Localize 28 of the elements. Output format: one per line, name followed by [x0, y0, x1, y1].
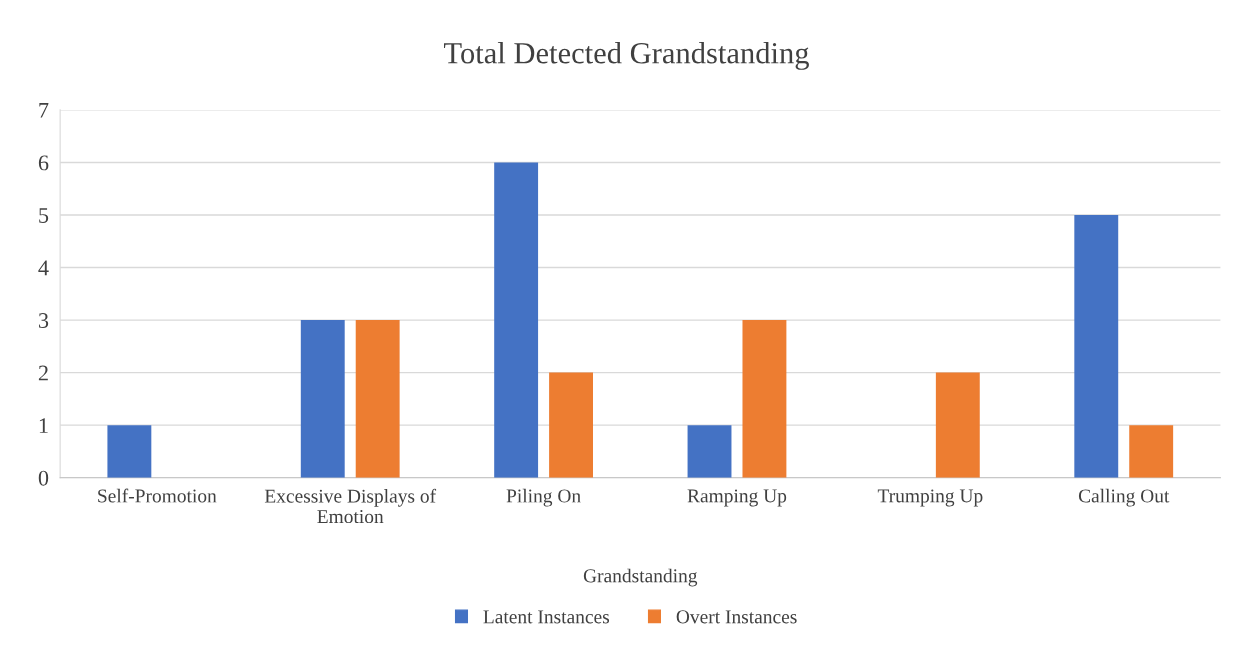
- bar: [742, 320, 787, 478]
- y-tick-label: 1: [39, 418, 48, 433]
- bar: [355, 320, 400, 478]
- y-tick-label: 7: [39, 103, 49, 118]
- y-tick-label: 4: [38, 260, 49, 276]
- y-tick-label: 2: [38, 365, 48, 381]
- bar: [107, 425, 152, 478]
- legend-label: Latent Instances: [483, 610, 610, 624]
- bar: [687, 425, 732, 478]
- y-tick-label: 0: [38, 470, 49, 486]
- y-tick-label: 6: [38, 155, 49, 171]
- bar: [1129, 425, 1174, 478]
- x-tick-label: Self-Promotion: [98, 488, 217, 503]
- y-tick-label: 3: [38, 313, 49, 328]
- x-tick-label: Excessive Displays of Emotion: [264, 488, 437, 524]
- y-tick-label: 5: [39, 208, 49, 223]
- legend-label: Overt Instances: [676, 610, 797, 624]
- chart-title: Total Detected Grandstanding: [444, 42, 809, 70]
- bar: [1074, 214, 1119, 478]
- x-axis-title: Grandstanding: [583, 568, 698, 587]
- bar: [300, 320, 345, 478]
- x-tick-label: Calling Out: [1078, 488, 1170, 507]
- bar: [494, 162, 539, 478]
- x-tick-label: Piling On: [506, 488, 581, 507]
- x-tick-label: Trumping Up: [877, 489, 983, 507]
- x-tick-label: Ramping Up: [687, 489, 787, 507]
- bar: [549, 372, 593, 478]
- bar: [935, 372, 980, 478]
